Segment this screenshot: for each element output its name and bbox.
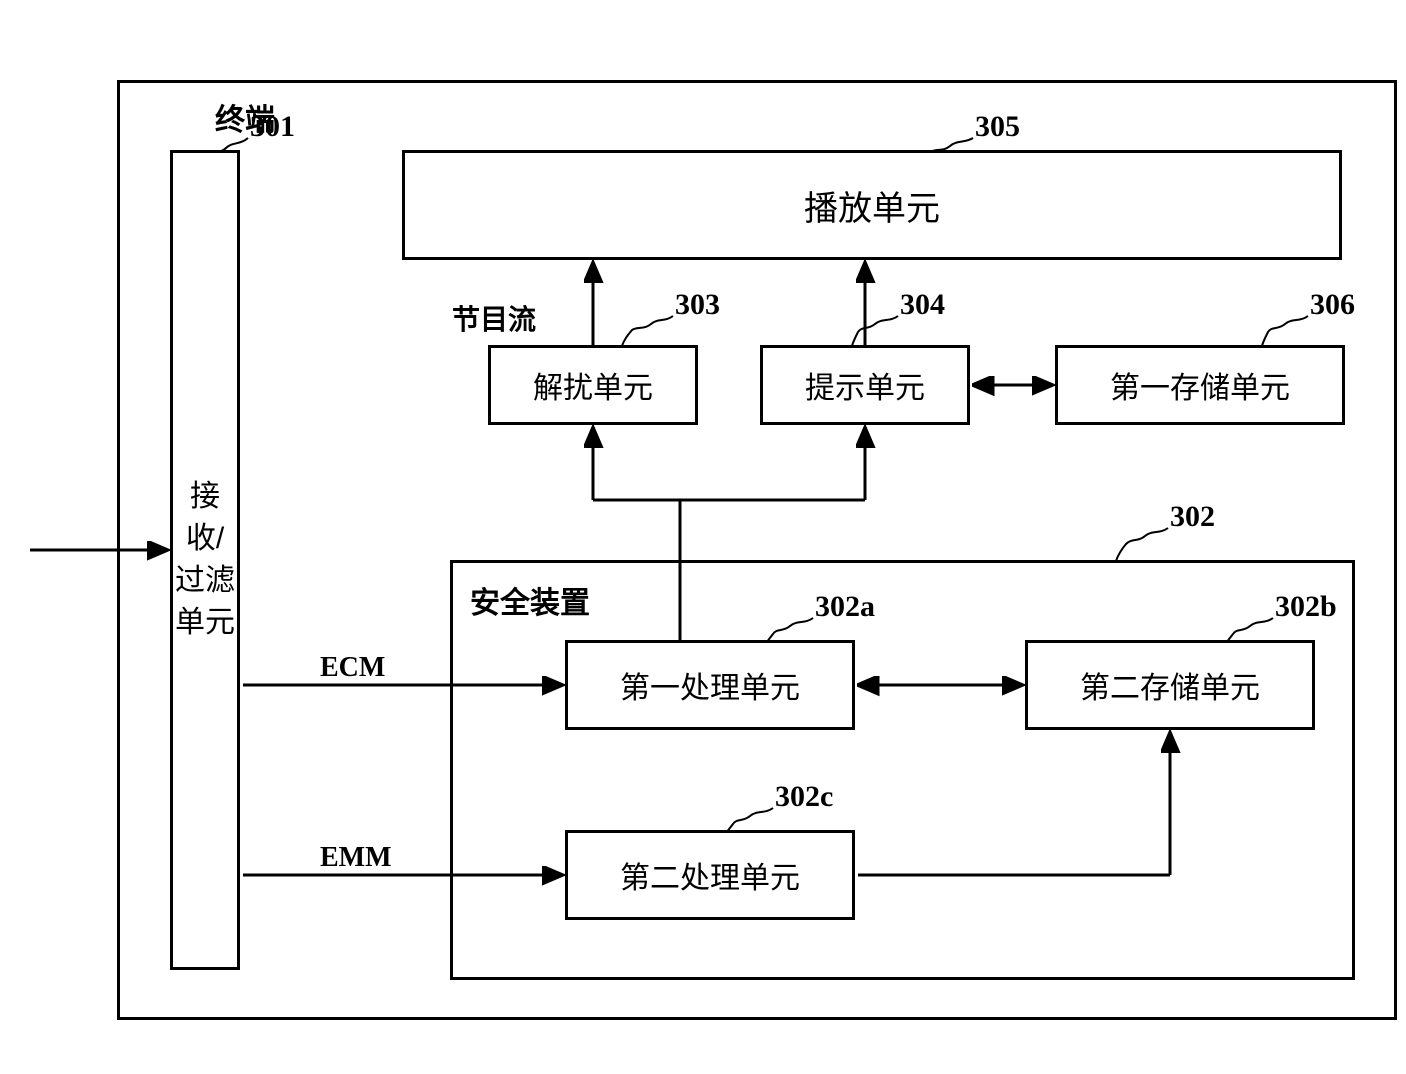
first-process-label: 第一处理单元 (620, 663, 800, 707)
receive-filter-box: 接收/过滤 单元 (170, 150, 240, 970)
first-storage-ref: 306 (1310, 288, 1355, 322)
prompt-ref: 304 (900, 288, 945, 322)
program-stream-label: 节目流 (452, 298, 536, 338)
receive-filter-ref: 301 (250, 110, 295, 144)
playback-ref: 305 (975, 110, 1020, 144)
ecm-label: ECM (320, 652, 385, 684)
playback-label: 播放单元 (804, 181, 940, 230)
second-process-label: 第二处理单元 (620, 853, 800, 897)
second-storage-ref: 302b (1275, 590, 1337, 624)
prompt-label: 提示单元 (805, 363, 925, 407)
security-device-ref: 302 (1170, 500, 1215, 534)
second-process-ref: 302c (775, 780, 833, 814)
first-process-ref: 302a (815, 590, 875, 624)
descramble-ref: 303 (675, 288, 720, 322)
first-storage-label: 第一存储单元 (1110, 363, 1290, 407)
second-storage-label: 第二存储单元 (1080, 663, 1260, 707)
descramble-box: 解扰单元 (488, 345, 698, 425)
security-device-label: 安全装置 (470, 578, 590, 622)
prompt-box: 提示单元 (760, 345, 970, 425)
diagram-canvas: 终端 安全装置 接收/过滤 单元 301 播放单元 305 解扰单元 303 提… (20, 20, 1406, 1054)
first-storage-box: 第一存储单元 (1055, 345, 1345, 425)
second-process-box: 第二处理单元 (565, 830, 855, 920)
first-process-box: 第一处理单元 (565, 640, 855, 730)
second-storage-box: 第二存储单元 (1025, 640, 1315, 730)
emm-label: EMM (320, 842, 392, 874)
receive-filter-label: 接收/过滤 单元 (173, 476, 237, 644)
descramble-label: 解扰单元 (533, 363, 653, 407)
playback-box: 播放单元 (402, 150, 1342, 260)
